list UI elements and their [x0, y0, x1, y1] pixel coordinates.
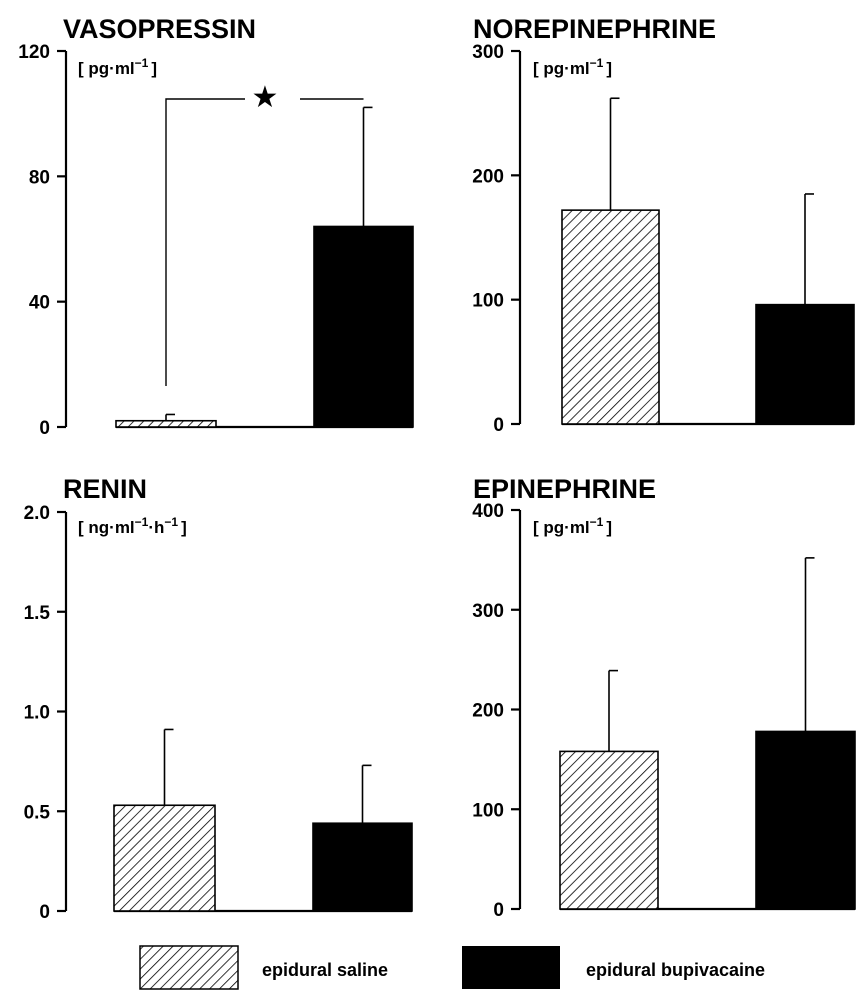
norepinephrine-tick-label: 200	[472, 166, 504, 187]
legend-label-bupivacaine: epidural bupivacaine	[586, 960, 765, 980]
norepinephrine-tick-label: 100	[472, 291, 504, 312]
vasopressin-tick-label: 120	[18, 42, 50, 63]
epinephrine-panel: 0 100 200 300 400	[472, 501, 856, 921]
vasopressin-tick-label: 0	[39, 418, 50, 439]
epinephrine-tick-label: 300	[472, 601, 504, 622]
unit-label-epinephrine: [ pg·ml−1]	[533, 515, 612, 537]
renin-tick-label: 0.5	[24, 802, 51, 823]
legend-label-saline: epidural saline	[262, 960, 388, 980]
panel-title-norepinephrine: NOREPINEPHRINE	[473, 14, 716, 44]
unit-label-renin: [ ng·ml−1·h−1]	[78, 515, 187, 537]
renin-tick-label: 1.5	[24, 603, 51, 624]
renin-panel: 0 0.5 1.0 1.5 2.0	[24, 503, 413, 923]
panel-title-renin: RENIN	[63, 474, 147, 504]
panel-title-epinephrine: EPINEPHRINE	[473, 474, 656, 504]
norepinephrine-tick-label: 0	[493, 415, 504, 436]
vasopressin-bar-epidural-saline	[115, 419, 217, 428]
vasopressin-tick-label: 40	[29, 293, 50, 314]
norepinephrine-panel: 0 100 200 300	[472, 42, 855, 436]
epinephrine-bar-epidural-bupivacaine	[755, 730, 856, 910]
renin-tick-label: 0	[39, 902, 50, 923]
epinephrine-tick-label: 100	[472, 800, 504, 821]
renin-bar-epidural-bupivacaine	[312, 822, 413, 912]
vasopressin-bar-epidural-bupivacaine	[313, 225, 414, 428]
norepinephrine-bar-epidural-bupivacaine	[755, 303, 855, 425]
renin-tick-label: 2.0	[24, 503, 50, 524]
legend-swatch-bupivacaine	[462, 946, 560, 989]
legend: epidural saline epidural bupivacaine	[139, 945, 765, 990]
norepinephrine-tick-label: 300	[472, 42, 504, 63]
epinephrine-tick-label: 0	[493, 900, 504, 921]
epinephrine-bar-epidural-saline	[559, 750, 659, 910]
legend-swatch-saline	[139, 945, 239, 990]
significance-star-icon: ★	[252, 80, 279, 115]
renin-tick-label: 1.0	[24, 703, 50, 724]
vasopressin-panel: 0 40 80 120	[18, 42, 414, 439]
vasopressin-tick-label: 80	[29, 167, 50, 188]
epinephrine-tick-label: 400	[472, 501, 504, 522]
significance-bracket-left	[165, 98, 245, 386]
unit-label-norepinephrine: [ pg·ml−1]	[533, 56, 612, 78]
unit-label-vasopressin: [ pg·ml−1]	[78, 56, 157, 78]
epinephrine-tick-label: 200	[472, 701, 504, 722]
renin-bar-epidural-saline	[113, 804, 216, 912]
panel-title-vasopressin: VASOPRESSIN	[63, 14, 256, 44]
norepinephrine-bar-epidural-saline	[561, 209, 660, 425]
